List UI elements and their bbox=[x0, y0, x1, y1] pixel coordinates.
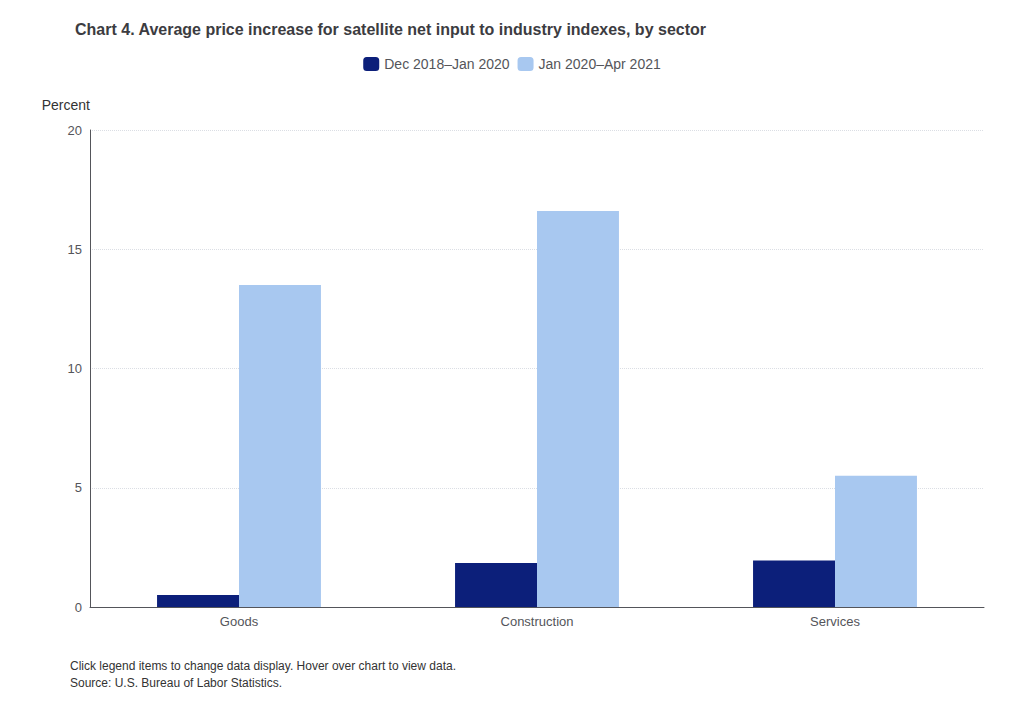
svg-text:Chart 4. Average price increas: Chart 4. Average price increase for sate… bbox=[75, 21, 706, 38]
svg-text:0: 0 bbox=[75, 600, 82, 615]
svg-text:10: 10 bbox=[68, 361, 82, 376]
svg-text:Source: U.S. Bureau of Labor S: Source: U.S. Bureau of Labor Statistics. bbox=[70, 676, 282, 690]
svg-text:Goods: Goods bbox=[220, 614, 259, 629]
svg-text:5: 5 bbox=[75, 480, 82, 495]
svg-text:Services: Services bbox=[810, 614, 860, 629]
svg-text:15: 15 bbox=[68, 242, 82, 257]
svg-text:Construction: Construction bbox=[501, 614, 574, 629]
svg-text:Percent: Percent bbox=[42, 97, 90, 113]
svg-text:Dec 2018–Jan 2020: Dec 2018–Jan 2020 bbox=[384, 56, 510, 72]
svg-text:Jan 2020–Apr 2021: Jan 2020–Apr 2021 bbox=[539, 56, 661, 72]
svg-text:20: 20 bbox=[68, 123, 82, 138]
svg-text:Click legend items to change d: Click legend items to change data displa… bbox=[70, 659, 456, 673]
